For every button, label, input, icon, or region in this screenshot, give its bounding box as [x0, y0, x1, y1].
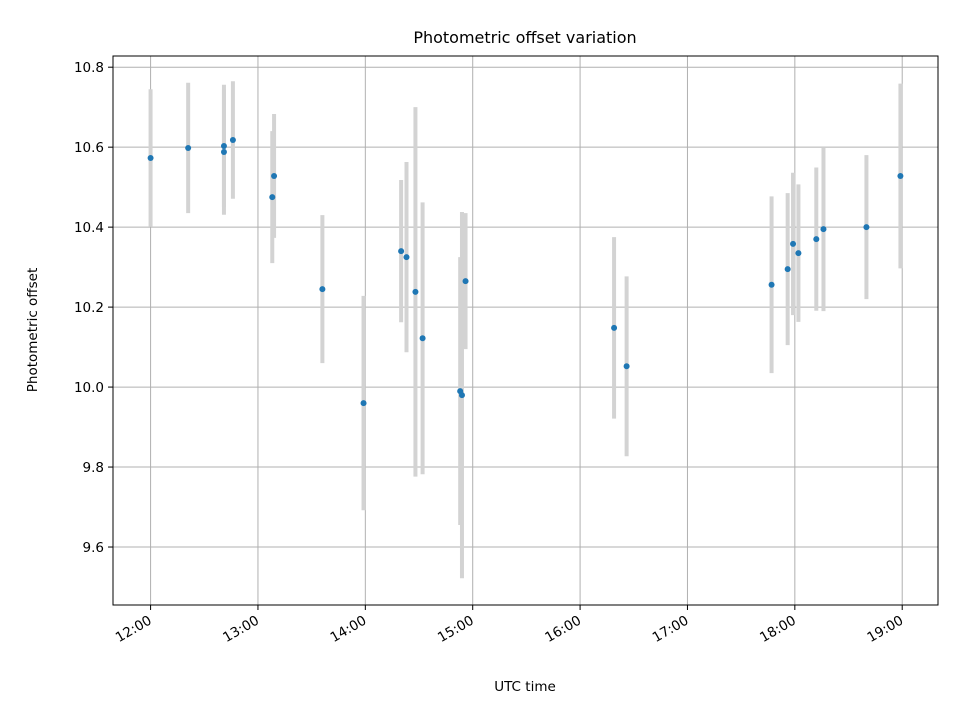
y-tick-label: 10.4 — [74, 220, 104, 236]
data-point — [229, 136, 236, 143]
data-point — [897, 172, 904, 179]
y-tick-label: 9.6 — [83, 540, 104, 556]
y-tick-label: 10.8 — [74, 60, 104, 76]
data-point — [360, 400, 367, 407]
data-point — [768, 281, 775, 288]
data-point — [319, 286, 326, 293]
data-point — [398, 248, 405, 255]
data-point — [458, 392, 465, 399]
data-point — [185, 144, 192, 151]
data-points — [147, 136, 904, 407]
data-point — [795, 250, 802, 257]
data-point — [623, 363, 630, 370]
y-tick-label: 10.6 — [74, 140, 104, 156]
y-axis-label: Photometric offset — [25, 268, 41, 392]
y-tick-label: 10.0 — [74, 380, 104, 396]
data-point — [269, 194, 276, 201]
y-tick-label: 10.2 — [74, 300, 104, 316]
chart-title: Photometric offset variation — [413, 28, 636, 47]
data-point — [220, 142, 227, 149]
plot-frame — [112, 55, 939, 606]
y-tick-label: 9.8 — [83, 460, 104, 476]
y-axis-ticks: 9.6 9.8 10.0 10.2 10.4 10.6 10.8 — [74, 60, 113, 556]
x-axis-label: UTC time — [494, 679, 556, 695]
data-point — [863, 224, 870, 231]
data-point — [790, 240, 797, 247]
data-point — [147, 154, 154, 161]
data-point — [220, 148, 227, 155]
data-point — [462, 278, 469, 285]
data-point — [403, 254, 410, 261]
data-point — [820, 226, 827, 233]
data-point — [611, 324, 618, 331]
data-point — [419, 335, 426, 342]
data-point — [412, 288, 419, 295]
data-point — [813, 236, 820, 243]
data-point — [784, 266, 791, 273]
gridlines — [113, 56, 938, 605]
data-point — [271, 172, 278, 179]
